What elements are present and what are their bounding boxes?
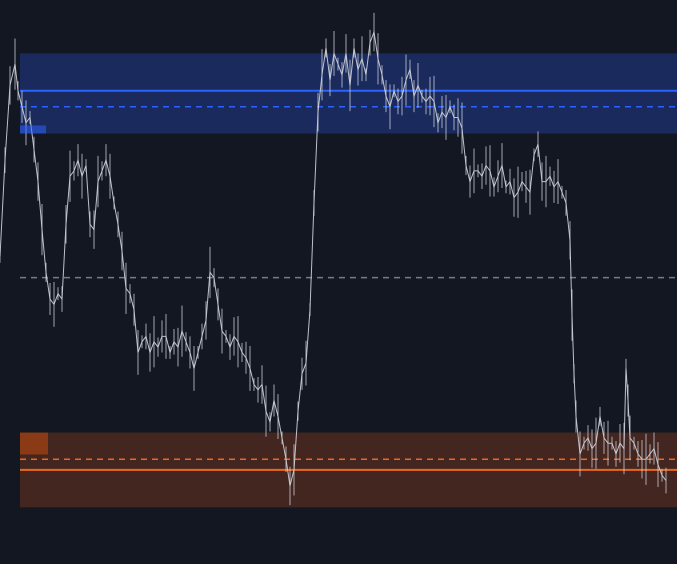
lower-zone-marker [20, 432, 48, 455]
zones-layer [20, 53, 677, 508]
price-line [0, 30, 667, 487]
series-layer [0, 12, 667, 506]
markers-layer [20, 125, 48, 455]
upper-zone-marker [20, 125, 46, 134]
upper-zone-band [20, 53, 677, 134]
